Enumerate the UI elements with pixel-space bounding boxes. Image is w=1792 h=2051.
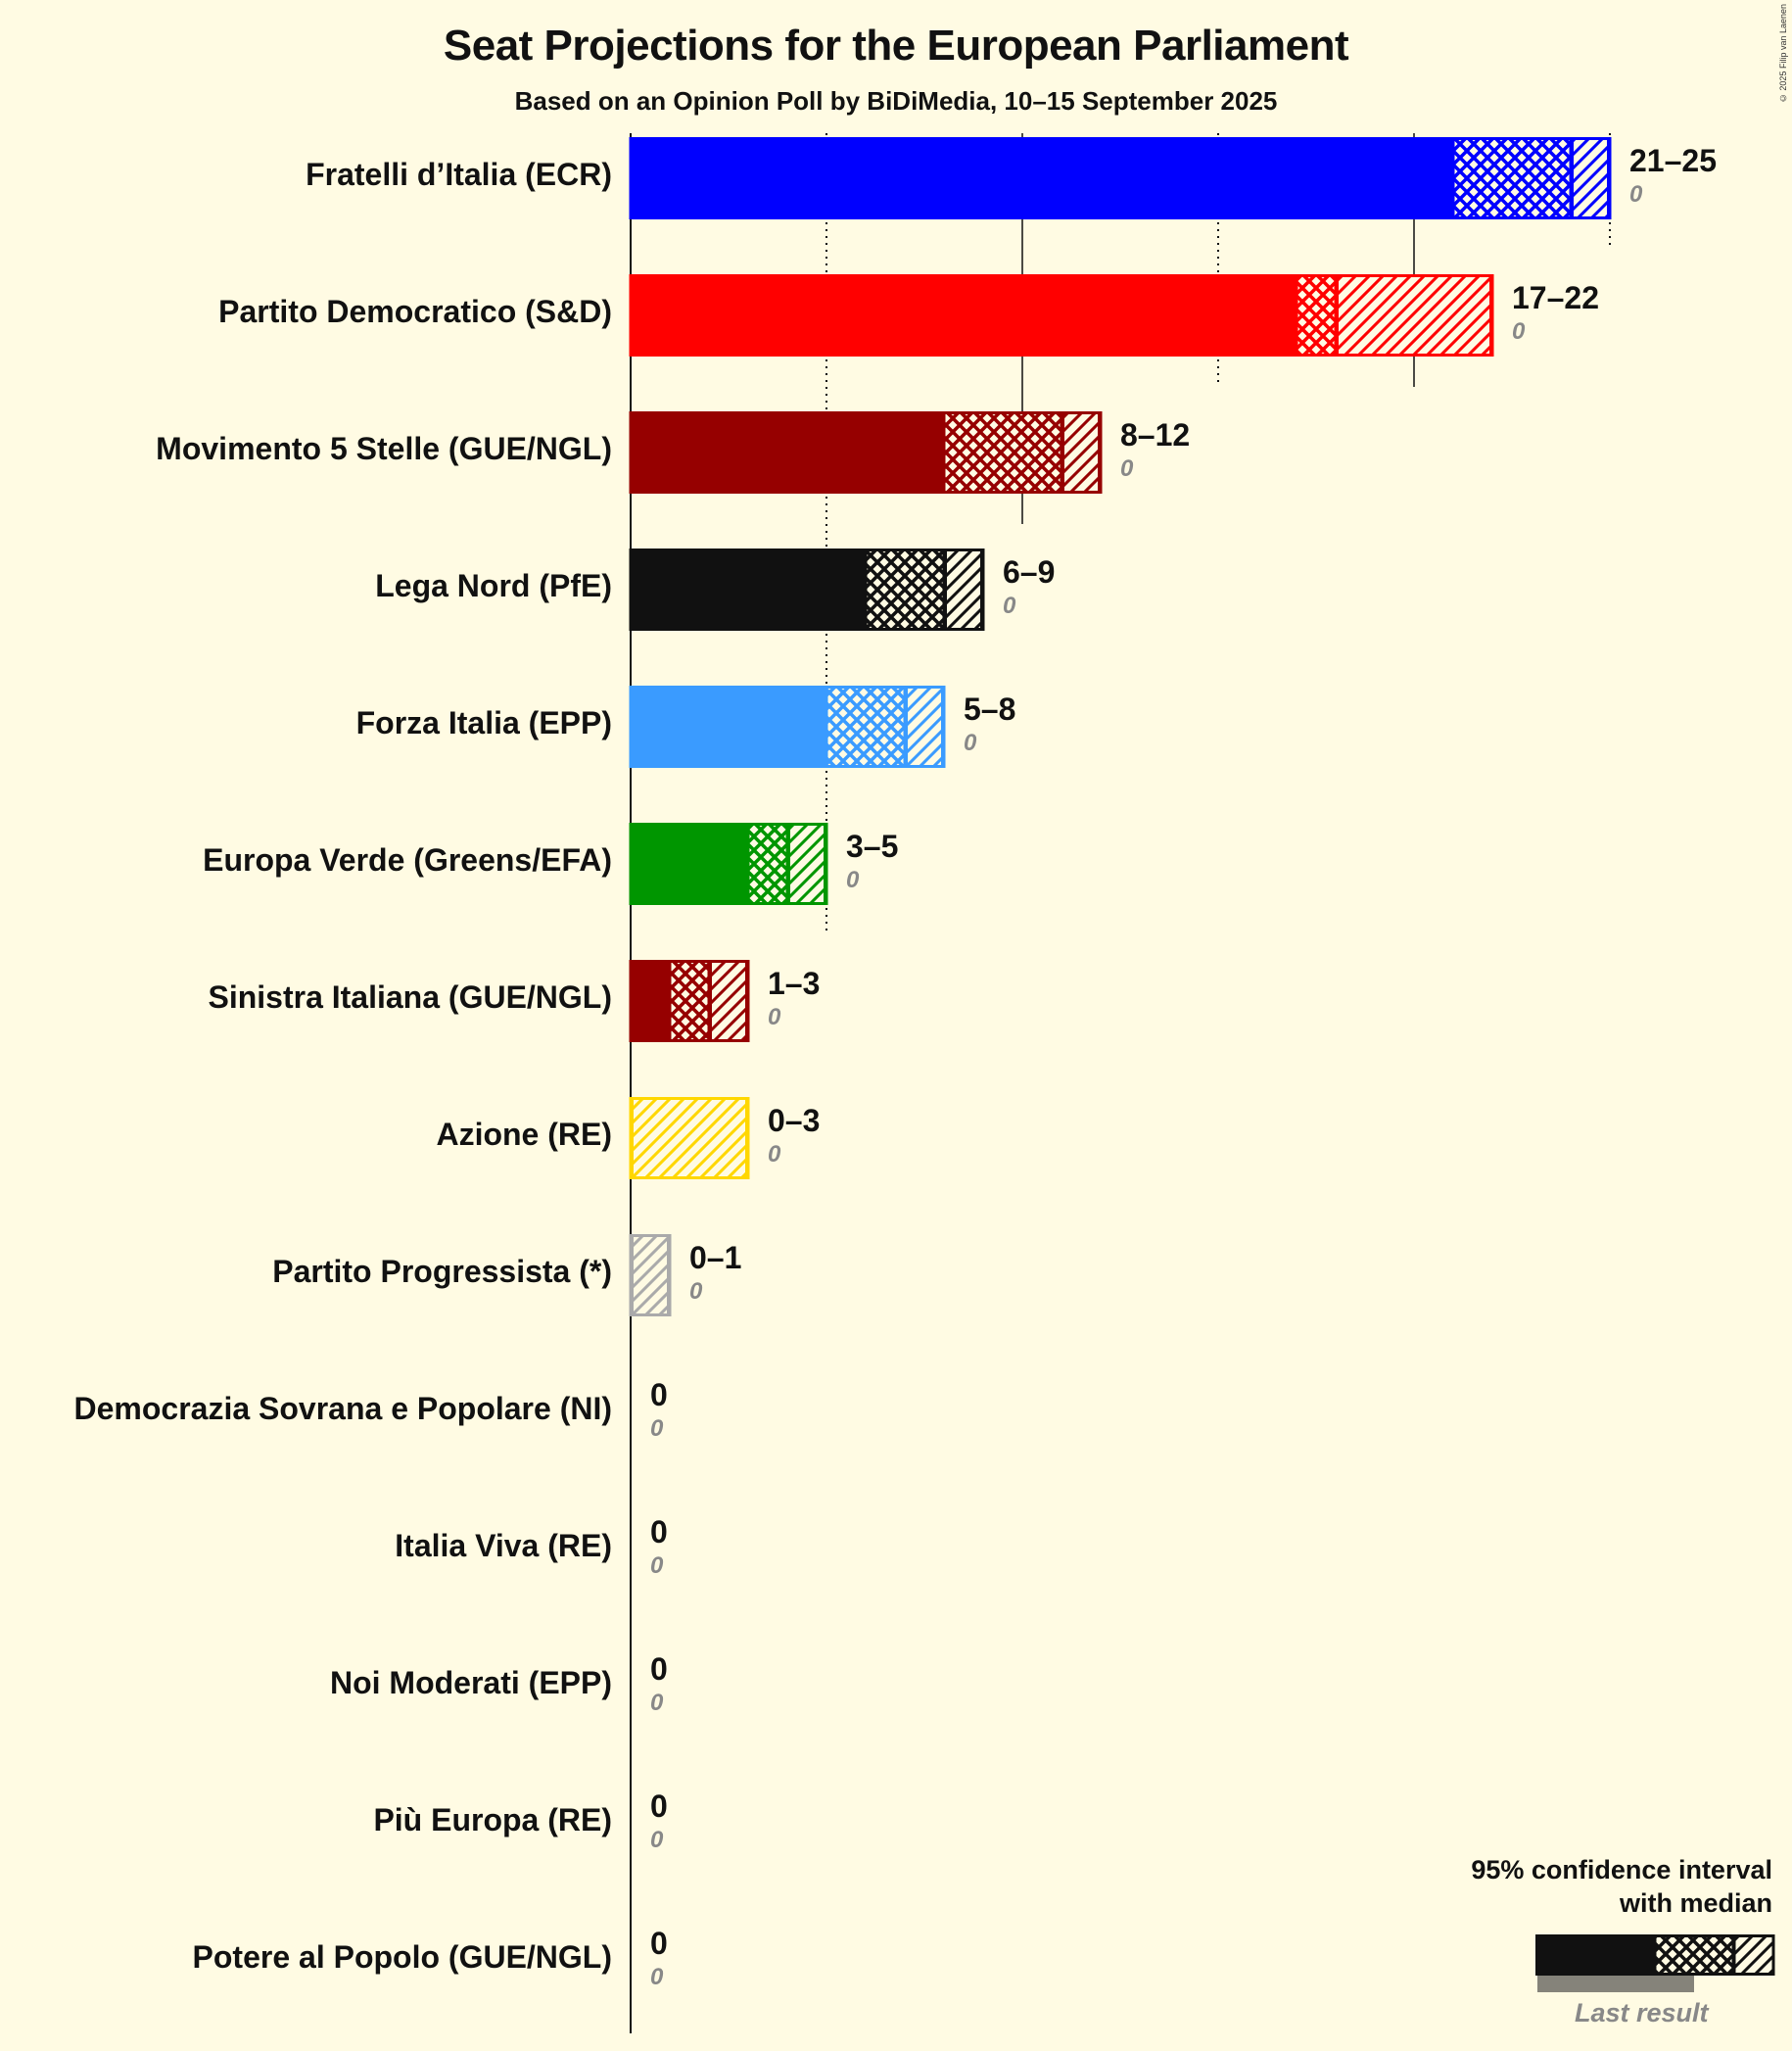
bar-row — [629, 411, 1103, 494]
range-label: 0–3 — [768, 1103, 821, 1138]
last-result-value: 0 — [650, 1964, 664, 1990]
range-label: 0 — [650, 1514, 668, 1550]
bar-ci-lower — [746, 823, 789, 905]
legend-last-result-label: Last result — [1575, 1998, 1709, 2027]
bar-solid — [631, 823, 748, 905]
range-label: 0 — [650, 1377, 668, 1412]
party-label: Fratelli d’Italia (ECR) — [306, 157, 612, 192]
last-result-value: 0 — [1629, 181, 1643, 208]
party-label: Potere al Popolo (GUE/NGL) — [192, 1939, 612, 1975]
party-label: Lega Nord (PfE) — [375, 568, 612, 603]
party-label: Partito Democratico (S&D) — [218, 294, 612, 329]
bar-row — [629, 823, 828, 905]
bar-solid — [631, 549, 866, 631]
last-result-value: 0 — [650, 1827, 664, 1853]
chart-title: Seat Projections for the European Parlia… — [443, 22, 1349, 70]
legend-line-1: 95% confidence interval — [1471, 1855, 1772, 1884]
bar-ci-lower — [942, 411, 1063, 494]
bar-row — [629, 274, 1494, 357]
chart-subtitle: Based on an Opinion Poll by BiDiMedia, 1… — [514, 86, 1278, 116]
bar-row — [629, 1097, 750, 1179]
party-label: Movimento 5 Stelle (GUE/NGL) — [156, 431, 612, 466]
bar-solid — [631, 411, 944, 494]
range-label: 5–8 — [964, 692, 1016, 727]
last-result-value: 0 — [650, 1552, 664, 1579]
bar-row — [629, 549, 985, 631]
party-label: Europa Verde (Greens/EFA) — [203, 842, 612, 878]
legend-hatch — [1732, 1934, 1775, 1976]
last-result-value: 0 — [768, 1141, 781, 1168]
bar-solid — [631, 686, 826, 768]
range-label: 0–1 — [689, 1240, 742, 1275]
bar-ci-upper — [1336, 274, 1492, 357]
bar-solid — [631, 274, 1297, 357]
bar-ci-lower — [825, 686, 907, 768]
last-result-value: 0 — [846, 867, 860, 893]
legend-crosshatch — [1653, 1934, 1735, 1976]
range-label: 0 — [650, 1926, 668, 1961]
range-label: 17–22 — [1512, 280, 1599, 315]
bar-ci-lower — [1295, 274, 1338, 357]
party-label: Azione (RE) — [436, 1117, 612, 1152]
party-label: Partito Progressista (*) — [272, 1254, 612, 1289]
bar-ci-upper — [631, 1234, 670, 1316]
range-label: 8–12 — [1120, 417, 1191, 453]
party-label: Forza Italia (EPP) — [355, 705, 612, 740]
bar-ci-lower — [864, 549, 946, 631]
bar-row — [629, 686, 946, 768]
party-label: Democrazia Sovrana e Popolare (NI) — [73, 1391, 612, 1426]
bar-row — [629, 960, 750, 1042]
range-label: 3–5 — [846, 829, 899, 864]
legend-graphic — [1535, 1934, 1775, 1992]
party-label: Noi Moderati (EPP) — [329, 1665, 612, 1700]
last-result-value: 0 — [689, 1278, 703, 1305]
party-label: Italia Viva (RE) — [395, 1528, 612, 1563]
last-result-value: 0 — [1003, 593, 1016, 619]
bar-row — [629, 137, 1612, 219]
range-label: 0 — [650, 1651, 668, 1687]
last-result-value: 0 — [964, 730, 977, 756]
bar-row — [629, 1234, 672, 1316]
range-label: 0 — [650, 1789, 668, 1824]
bar-solid — [631, 137, 1453, 219]
bar-solid — [631, 960, 670, 1042]
legend-line-2: with median — [1619, 1888, 1772, 1918]
range-label: 6–9 — [1003, 554, 1056, 590]
last-result-value: 0 — [650, 1415, 664, 1442]
bars — [629, 137, 1612, 1316]
last-result-value: 0 — [768, 1004, 781, 1030]
bar-ci-upper — [944, 549, 983, 631]
bar-ci-upper — [709, 960, 748, 1042]
bar-ci-upper — [631, 1097, 748, 1179]
range-label: 1–3 — [768, 966, 821, 1001]
bar-ci-lower — [668, 960, 711, 1042]
last-result-value: 0 — [1512, 318, 1526, 345]
bar-ci-upper — [787, 823, 826, 905]
bar-ci-upper — [905, 686, 944, 768]
party-label: Sinistra Italiana (GUE/NGL) — [208, 979, 612, 1015]
legend-solid — [1535, 1934, 1655, 1976]
legend-last-result-bar — [1537, 1976, 1694, 1992]
legend-title: 95% confidence interval with median — [1471, 1853, 1772, 1920]
bar-ci-upper — [1061, 411, 1101, 494]
range-label: 21–25 — [1629, 143, 1717, 178]
last-result-value: 0 — [650, 1690, 664, 1716]
party-label: Più Europa (RE) — [373, 1802, 612, 1837]
bar-ci-upper — [1571, 137, 1610, 219]
bar-ci-lower — [1451, 137, 1573, 219]
last-result-value: 0 — [1120, 455, 1134, 482]
